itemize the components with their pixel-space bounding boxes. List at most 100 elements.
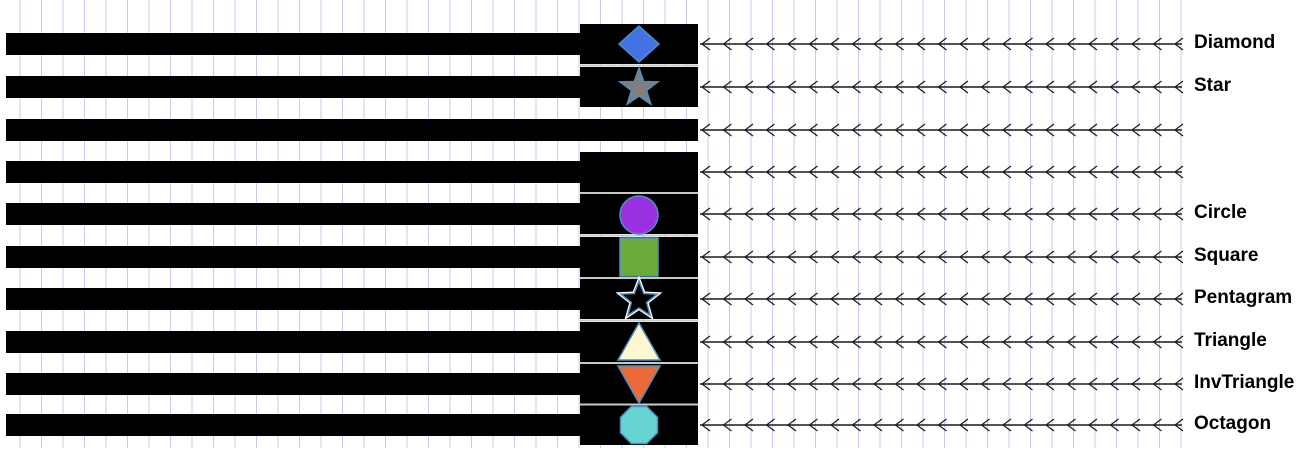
arrowhead bbox=[830, 80, 840, 94]
row-label-star: Star bbox=[1194, 75, 1231, 96]
arrowhead bbox=[1023, 418, 1033, 432]
arrowhead bbox=[959, 37, 969, 51]
arrowhead bbox=[937, 123, 947, 137]
arrowhead bbox=[830, 165, 840, 179]
arrowhead bbox=[894, 335, 904, 349]
arrowhead bbox=[980, 207, 990, 221]
arrowhead bbox=[1131, 292, 1141, 306]
arrowhead bbox=[959, 418, 969, 432]
row-label-square: Square bbox=[1194, 245, 1259, 266]
arrowhead bbox=[744, 123, 754, 137]
arrowhead bbox=[873, 37, 883, 51]
arrowhead bbox=[873, 165, 883, 179]
arrowhead bbox=[1131, 165, 1141, 179]
arrowhead bbox=[722, 123, 732, 137]
arrowhead bbox=[765, 292, 775, 306]
arrowhead bbox=[1131, 37, 1141, 51]
arrowhead bbox=[744, 418, 754, 432]
arrowhead bbox=[1023, 37, 1033, 51]
row-label-diamond: Diamond bbox=[1194, 32, 1276, 53]
arrowhead bbox=[1002, 418, 1012, 432]
arrowhead bbox=[937, 80, 947, 94]
arrowhead bbox=[959, 292, 969, 306]
arrowhead bbox=[980, 250, 990, 264]
row-label-pentagram: Pentagram bbox=[1194, 287, 1293, 308]
arrowhead bbox=[722, 250, 732, 264]
arrowhead bbox=[1131, 123, 1141, 137]
arrowhead bbox=[1045, 80, 1055, 94]
arrowhead bbox=[1152, 335, 1162, 349]
arrowhead bbox=[894, 80, 904, 94]
arrowhead bbox=[1088, 335, 1098, 349]
arrowhead bbox=[830, 207, 840, 221]
arrowhead bbox=[1088, 37, 1098, 51]
arrowhead bbox=[1152, 123, 1162, 137]
arrowhead bbox=[1174, 207, 1184, 221]
arrowhead bbox=[1023, 250, 1033, 264]
arrowhead bbox=[894, 165, 904, 179]
arrowhead bbox=[744, 80, 754, 94]
arrowhead bbox=[1131, 377, 1141, 391]
arrowhead bbox=[959, 165, 969, 179]
arrowhead bbox=[1002, 37, 1012, 51]
arrowhead bbox=[1152, 80, 1162, 94]
arrowhead bbox=[1131, 250, 1141, 264]
arrowhead bbox=[894, 207, 904, 221]
arrowhead bbox=[1174, 292, 1184, 306]
arrowhead bbox=[1023, 80, 1033, 94]
arrowhead bbox=[722, 37, 732, 51]
arrowhead bbox=[701, 207, 711, 221]
row-label-octagon: Octagon bbox=[1194, 413, 1272, 434]
arrowhead bbox=[1152, 418, 1162, 432]
arrowhead bbox=[722, 292, 732, 306]
arrowhead bbox=[851, 250, 861, 264]
arrowhead bbox=[1152, 377, 1162, 391]
arrowhead bbox=[937, 418, 947, 432]
arrowhead bbox=[1131, 418, 1141, 432]
arrowhead bbox=[787, 37, 797, 51]
marker-block bbox=[580, 152, 698, 192]
arrowhead bbox=[1023, 377, 1033, 391]
arrowhead bbox=[701, 292, 711, 306]
arrowhead bbox=[765, 250, 775, 264]
arrowhead bbox=[701, 37, 711, 51]
arrowhead bbox=[894, 418, 904, 432]
arrowhead bbox=[1109, 335, 1119, 349]
square-marker bbox=[619, 237, 659, 277]
row-bar bbox=[6, 76, 580, 98]
arrowhead bbox=[980, 377, 990, 391]
arrowhead bbox=[808, 335, 818, 349]
arrowhead bbox=[1045, 418, 1055, 432]
arrowhead bbox=[1174, 80, 1184, 94]
arrowhead bbox=[1109, 207, 1119, 221]
arrowhead bbox=[873, 292, 883, 306]
arrowhead bbox=[808, 80, 818, 94]
arrowhead bbox=[959, 335, 969, 349]
arrowhead bbox=[808, 207, 818, 221]
arrowhead bbox=[1002, 292, 1012, 306]
arrowhead bbox=[1152, 250, 1162, 264]
arrowhead bbox=[937, 377, 947, 391]
row-bar bbox=[6, 33, 580, 55]
arrowhead bbox=[808, 37, 818, 51]
arrowhead bbox=[937, 250, 947, 264]
circle-marker bbox=[619, 195, 659, 235]
arrowhead bbox=[873, 377, 883, 391]
arrowhead bbox=[787, 123, 797, 137]
arrowhead bbox=[916, 335, 926, 349]
arrowhead bbox=[1109, 37, 1119, 51]
arrowhead bbox=[916, 250, 926, 264]
arrowhead bbox=[808, 292, 818, 306]
arrowhead bbox=[873, 123, 883, 137]
arrowhead bbox=[1152, 207, 1162, 221]
arrowhead bbox=[980, 418, 990, 432]
arrowhead bbox=[744, 250, 754, 264]
arrowhead bbox=[830, 292, 840, 306]
arrowhead bbox=[722, 418, 732, 432]
arrowhead bbox=[701, 123, 711, 137]
arrowhead bbox=[701, 80, 711, 94]
arrowhead bbox=[1109, 80, 1119, 94]
row-label-triangle: Triangle bbox=[1194, 330, 1267, 351]
arrowhead bbox=[1088, 250, 1098, 264]
arrowhead bbox=[916, 377, 926, 391]
